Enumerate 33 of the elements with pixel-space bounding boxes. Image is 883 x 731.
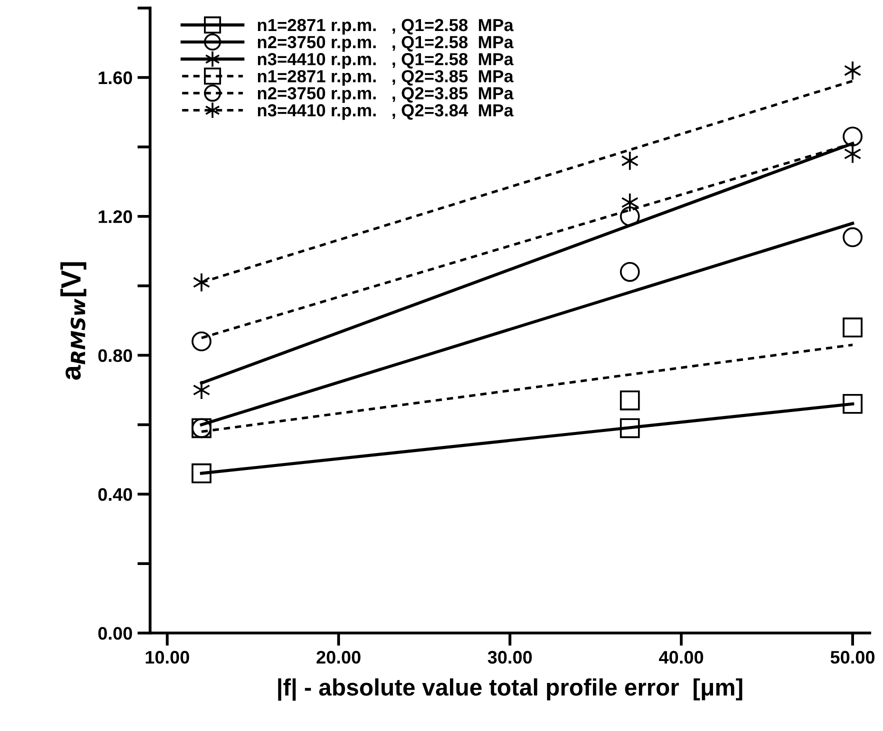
point [620,206,640,226]
y-tick-label: 0.40 [98,488,132,501]
legend-label: n2=3750 r.p.m. , Q2=3.85 MPa [258,87,514,103]
x-tick-label: 10.00 [146,650,190,664]
point [192,331,212,352]
y-tick-label: 1.20 [98,210,132,224]
point [192,380,210,400]
point [192,272,210,292]
x-tick-label: 50.00 [830,650,874,664]
point [621,192,639,212]
legend-label: n2=3750 r.p.m. , Q1=2.58 MPa [258,36,514,52]
legend-label: n1=2871 r.p.m. , Q1=2.58 MPa [258,18,514,35]
y-tick-label: 0.80 [98,349,132,362]
legend-label: n1=2871 r.p.m. , Q2=3.85 MPa [258,70,514,86]
point [842,126,863,146]
point [621,150,639,171]
point [842,394,863,414]
point [842,318,863,338]
x-axis-title: |f| - absolute value total profile error [μm] [278,678,742,701]
point [620,390,640,410]
x-tick-label: 20.00 [316,650,360,664]
point [844,60,862,80]
point [620,262,640,282]
y-tick-label: 0.00 [98,626,132,640]
point [192,463,212,484]
x-tick-label: 40.00 [658,650,704,664]
point [620,418,640,438]
x-tick-label: 30.00 [488,650,532,664]
point [842,227,863,248]
y-axis-title: a$_{RMSw}$[V] [60,262,86,380]
y-tick-label: 1.60 [98,71,132,84]
legend-label: n3=4410 r.p.m. , Q1=2.58 MPa [258,53,514,69]
legend-label: n3=4410 r.p.m. , Q2=3.84 MPa [258,104,514,120]
